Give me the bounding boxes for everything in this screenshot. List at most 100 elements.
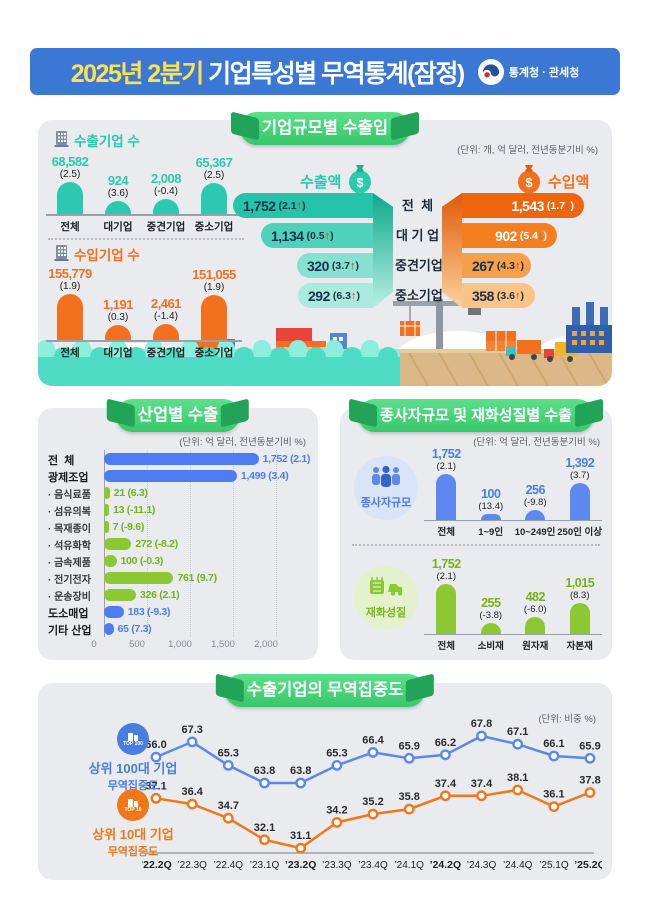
bar-change: (-3.8)	[479, 610, 503, 622]
svg-text:’22.4Q: ’22.4Q	[214, 860, 244, 871]
chart-column: 151,055 (1.9)	[190, 267, 238, 340]
svg-text:35.8: 35.8	[398, 791, 419, 803]
panel-trade-by-size: (단위: 개, 억 달러, 전년동분기비 %) 수출기업 수 68,582 (2.…	[38, 120, 612, 386]
industry-label: · 섬유의복	[48, 507, 91, 518]
funnel-change: (2.1↑)	[278, 199, 306, 212]
concentration-line-chart: 66.0 67.3 65.3 63.8 63.8 65.3 66.4 65.9 66.2 67.8…	[142, 718, 602, 871]
people-icon	[369, 465, 403, 493]
company-size-label: 중견기업	[395, 258, 443, 273]
industry-value: 272 (-8.2)	[135, 538, 178, 550]
industry-bar	[104, 503, 110, 516]
x-axis-tick: 2,000	[254, 639, 278, 650]
company-size-label: 중소기업	[395, 288, 443, 303]
bar-value: 256	[525, 482, 546, 497]
agency-logo: 통계청 · 관세청	[477, 58, 579, 85]
bar	[436, 584, 457, 634]
panel-industry-export: (단위: 억 달러, 전년동분기비 %) 전 체 1,752 (2.1) 광제조업 1…	[38, 408, 318, 660]
bar-value: 151,055	[192, 266, 236, 282]
bar-value: 1,191	[102, 297, 134, 313]
bar-change: (8.3)	[569, 590, 590, 602]
bar	[480, 623, 501, 634]
export-value-title: 수출액	[300, 173, 342, 191]
industry-label: 도소매업	[48, 608, 89, 620]
svg-text:’25.2Q: ’25.2Q	[574, 859, 602, 871]
industry-value: 1,499 (3.4)	[240, 470, 289, 482]
svg-text:65.9: 65.9	[579, 740, 600, 752]
export-companies-header: 수출기업 수	[54, 130, 140, 150]
chart-column: 1,752 (2.1)	[424, 447, 469, 520]
bar	[480, 513, 501, 520]
page-title-rest: 기업특성별 무역통계(잠정)	[202, 59, 465, 88]
category-label: 전체	[60, 347, 80, 359]
import-value-row: 902 (5.4↓)	[462, 223, 557, 248]
export-value-row: 1,752 (2.1↑)	[233, 193, 373, 218]
bar	[569, 603, 590, 634]
funnel-change: (5.4↓)	[519, 229, 547, 242]
chart-column: 2,461 (-1.4)	[142, 296, 190, 340]
bar-change: (0.3)	[107, 312, 129, 324]
category-label: 전체	[437, 641, 455, 652]
svg-text:37.4: 37.4	[471, 778, 493, 790]
section-badge-concentration: 수출기업의 무역집중도	[224, 674, 426, 707]
export-value-row: 1,134 (0.5↑)	[261, 223, 373, 248]
harbor-illustration	[38, 299, 612, 386]
industry-row: 기타 산업 65 (7.3)	[48, 620, 308, 637]
chart-column: 65,367 (2.5)	[190, 155, 238, 214]
svg-text:’23.3Q: ’23.3Q	[322, 860, 352, 871]
panel-trade-concentration: (단위: 비중 %) TOP 100 상위 100대 기업 무역집중도 TOP …	[38, 683, 612, 880]
svg-text:67.3: 67.3	[181, 724, 202, 736]
gridline	[190, 450, 191, 637]
svg-text:’24.1Q: ’24.1Q	[394, 860, 424, 871]
import-value-row: 358 (3.6↑)	[462, 283, 535, 308]
section-badge-by-size: 기업규모별 수출입	[239, 112, 411, 145]
x-axis-tick: 1,500	[211, 639, 235, 650]
industry-row: 전 체 1,752 (2.1)	[48, 450, 310, 467]
svg-text:66.2: 66.2	[435, 737, 456, 749]
bar-change: (-9.8)	[523, 496, 547, 508]
industry-bar	[104, 469, 237, 482]
industry-value: 100 (-0.3)	[120, 555, 164, 567]
industry-value: 13 (-11.1)	[113, 504, 156, 516]
chart-column: 68,582 (2.5)	[46, 154, 94, 214]
industry-label: · 금속제품	[48, 558, 91, 569]
section-badge-worker-goods: 종사자규모 및 재화성질별 수출	[358, 399, 594, 432]
bar-change: (3.6)	[107, 187, 129, 199]
svg-text:65.3: 65.3	[326, 747, 347, 759]
chart-column: 924 (3.6)	[94, 173, 142, 214]
industry-label: · 전기전자	[48, 575, 91, 586]
import-value-row: 1,543 (1.7↓)	[462, 193, 584, 218]
chart-category-labels: 전체 대기업 중견기업 중소기업	[46, 342, 242, 360]
legend-top10: TOP 10 상위 10대 기업 무역집중도	[88, 789, 178, 859]
gridline	[147, 450, 148, 637]
bar-change: (2.1)	[436, 461, 457, 472]
gridline	[233, 450, 234, 637]
top100-badge-text: TOP 100	[123, 741, 143, 747]
svg-text:31.1: 31.1	[290, 830, 311, 842]
money-bag-icon: $	[516, 164, 542, 198]
category-label: 자본재	[566, 641, 593, 652]
svg-text:37.1: 37.1	[145, 780, 166, 792]
chart-column: 1,015 (8.3)	[558, 576, 603, 634]
funnel-value: 320	[307, 257, 329, 274]
bar-change: (2.5)	[59, 169, 81, 180]
category-label: 중견기업	[146, 347, 186, 359]
chip-car-icon	[368, 576, 404, 603]
bar-change: (13.4)	[478, 500, 504, 512]
category-label: 전체	[60, 221, 80, 233]
bar	[436, 474, 457, 520]
chart-column: 100 (13.4)	[469, 487, 514, 520]
money-bag-icon: $	[347, 164, 373, 198]
bar-value: 1,392	[565, 455, 595, 470]
category-label: 1~9인	[478, 527, 504, 538]
category-label: 원자재	[522, 641, 549, 652]
bar	[57, 294, 83, 340]
svg-text:’24.4Q: ’24.4Q	[503, 860, 533, 871]
category-label: 10~249인	[514, 527, 556, 538]
bar-value: 1,015	[565, 576, 595, 591]
industry-label: · 석유화학	[48, 541, 91, 552]
category-label: 250인 이상	[557, 527, 602, 538]
industry-label: · 목재종이	[48, 524, 91, 535]
chart-columns: 1,752 (2.1) 100 (13.4) 256 (-9.8) 1,392 (3.7)	[424, 446, 602, 521]
bar	[105, 200, 131, 214]
category-label: 소비재	[477, 641, 504, 652]
